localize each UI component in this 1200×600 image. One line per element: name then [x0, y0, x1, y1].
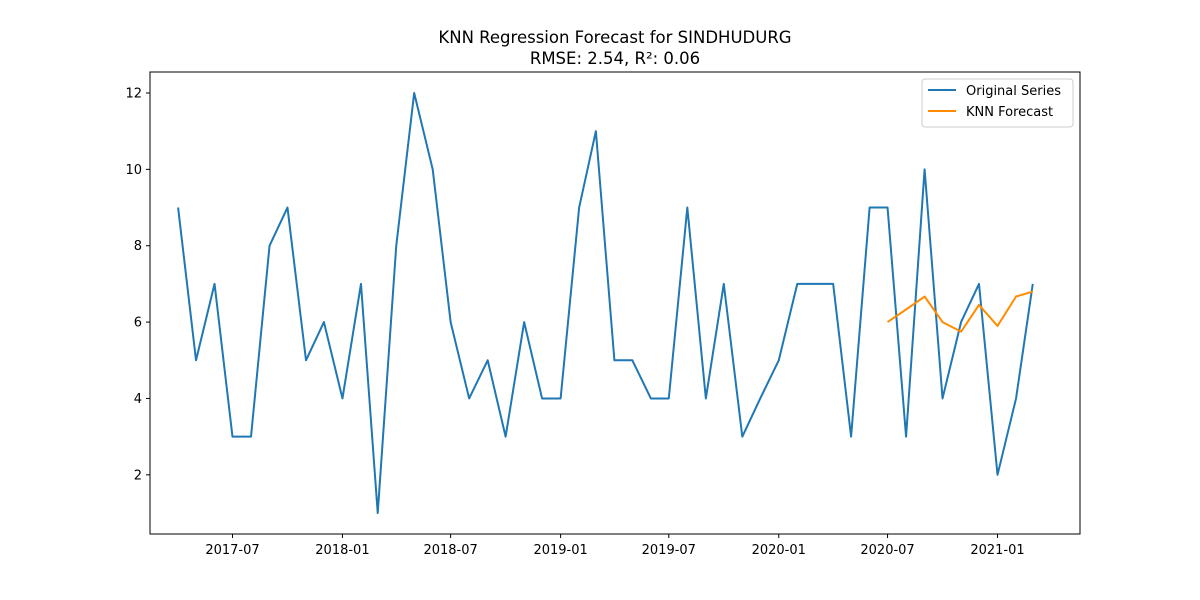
- x-tick-label: 2019-07: [642, 543, 696, 558]
- y-tick-label: 10: [125, 163, 142, 178]
- x-tick-label: 2019-01: [533, 543, 587, 558]
- y-tick-label: 12: [125, 87, 142, 102]
- y-tick-label: 6: [134, 316, 142, 331]
- y-tick-label: 2: [134, 468, 142, 483]
- y-axis-ticks: 2 4 6 8 10 12: [125, 87, 150, 483]
- series-layer: [177, 92, 1034, 514]
- y-tick-label: 4: [134, 392, 142, 407]
- chart-title: KNN Regression Forecast for SINDHUDURG: [438, 28, 791, 47]
- legend-label-knn-forecast: KNN Forecast: [966, 105, 1053, 120]
- x-tick-label: 2018-07: [423, 543, 477, 558]
- legend-label-original-series: Original Series: [966, 84, 1061, 99]
- series-line-knn-forecast: [886, 290, 1034, 333]
- plot-frame: [149, 71, 1081, 535]
- x-tick-label: 2017-07: [205, 543, 259, 558]
- series-line-original-series: [177, 92, 1034, 514]
- x-axis-ticks: 2017-07 2018-01 2018-07 2019-01 2019-07 2020-…: [205, 534, 1025, 558]
- x-tick-label: 2021-01: [970, 543, 1024, 558]
- legend: Original Series KNN Forecast: [921, 78, 1074, 128]
- legend-box: [921, 78, 1074, 128]
- x-tick-label: 2020-07: [860, 543, 914, 558]
- y-tick-label: 8: [134, 239, 142, 254]
- x-tick-label: 2020-01: [752, 543, 806, 558]
- chart-subtitle: RMSE: 2.54, R²: 0.06: [530, 49, 700, 68]
- x-tick-label: 2018-01: [315, 543, 369, 558]
